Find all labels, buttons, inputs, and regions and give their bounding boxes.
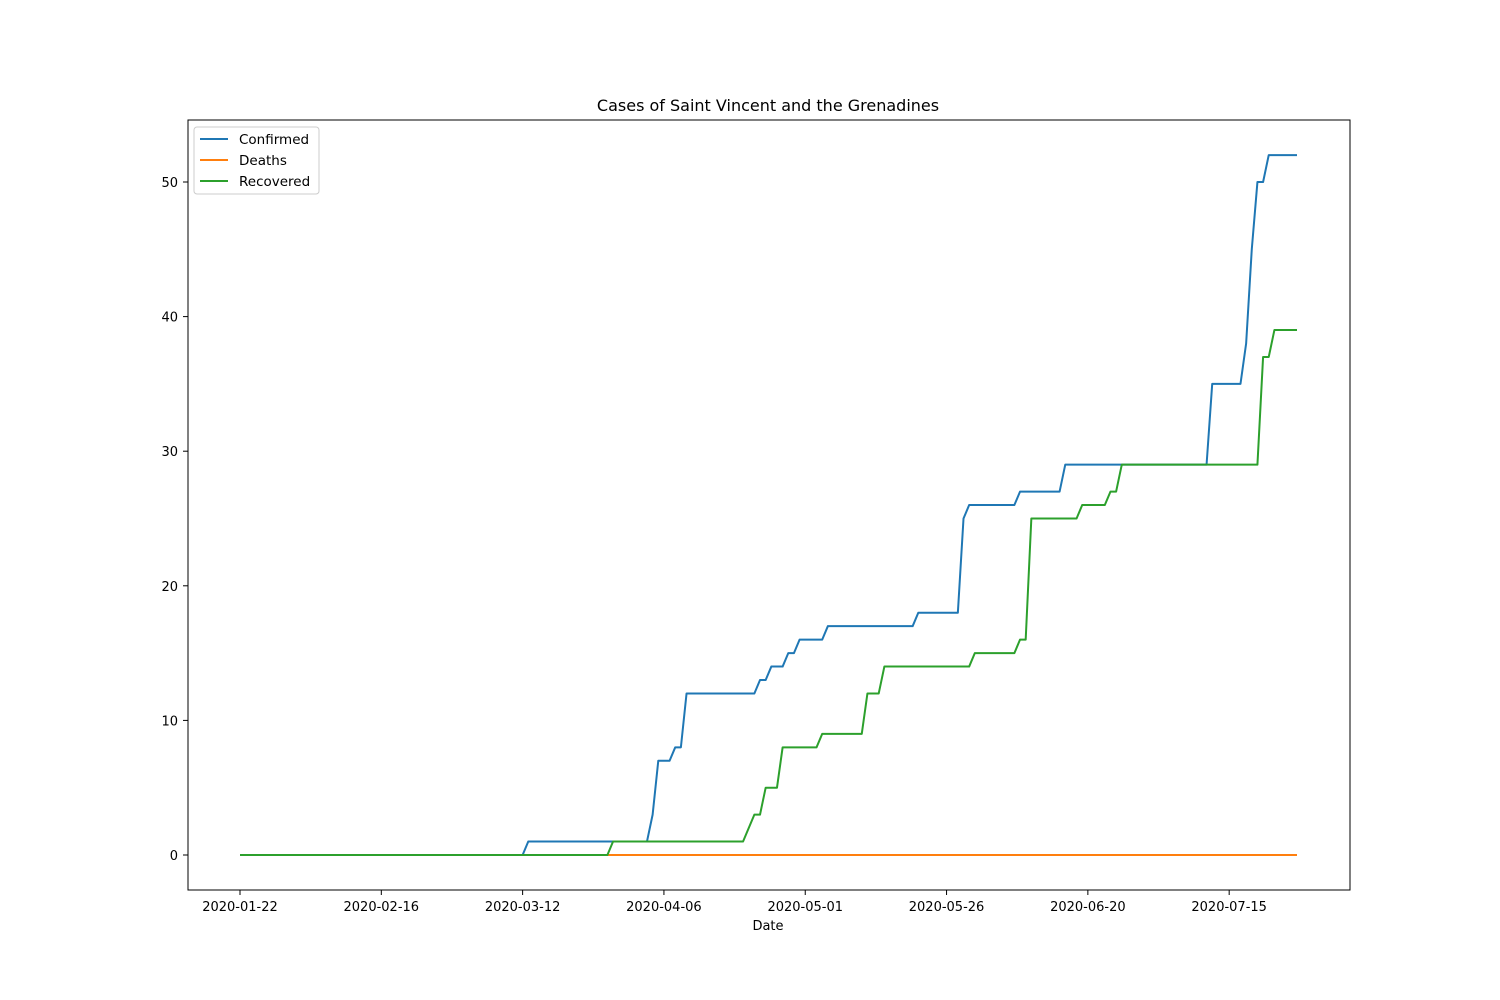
legend-box (193, 126, 320, 195)
y-tick-label: 10 (161, 714, 178, 729)
y-tick-label: 40 (161, 311, 178, 326)
x-tick-label: 2020-06-20 (1050, 900, 1126, 915)
x-axis: 2020-01-22 2020-02-16 2020-03-12 2020-04-06… (202, 890, 1267, 915)
legend-label-recovered: Recovered (239, 174, 310, 190)
x-tick-label: 2020-02-16 (344, 900, 420, 915)
x-tick-label: 2020-05-01 (767, 900, 843, 915)
x-tick-label: 2020-01-22 (202, 900, 278, 915)
chart-title: Cases of Saint Vincent and the Grenadine… (597, 96, 939, 115)
x-axis-label: Date (752, 919, 783, 934)
y-tick-label: 50 (161, 176, 178, 191)
y-tick-label: 0 (170, 849, 178, 864)
series-line-confirmed (240, 154, 1297, 856)
y-tick-label: 30 (161, 445, 178, 460)
x-tick-label: 2020-03-12 (485, 900, 561, 915)
legend-label-deaths: Deaths (239, 153, 287, 169)
series-line-recovered (240, 329, 1297, 856)
y-tick-label: 20 (161, 580, 178, 595)
x-tick-label: 2020-05-26 (909, 900, 985, 915)
x-tick-label: 2020-04-06 (626, 900, 702, 915)
plot-frame (187, 119, 1351, 891)
y-axis: 0 10 20 30 40 50 (161, 176, 188, 864)
legend-label-confirmed: Confirmed (239, 132, 309, 148)
series-layer (240, 154, 1297, 856)
legend: Confirmed Deaths Recovered (193, 126, 320, 195)
x-tick-label: 2020-07-15 (1191, 900, 1267, 915)
